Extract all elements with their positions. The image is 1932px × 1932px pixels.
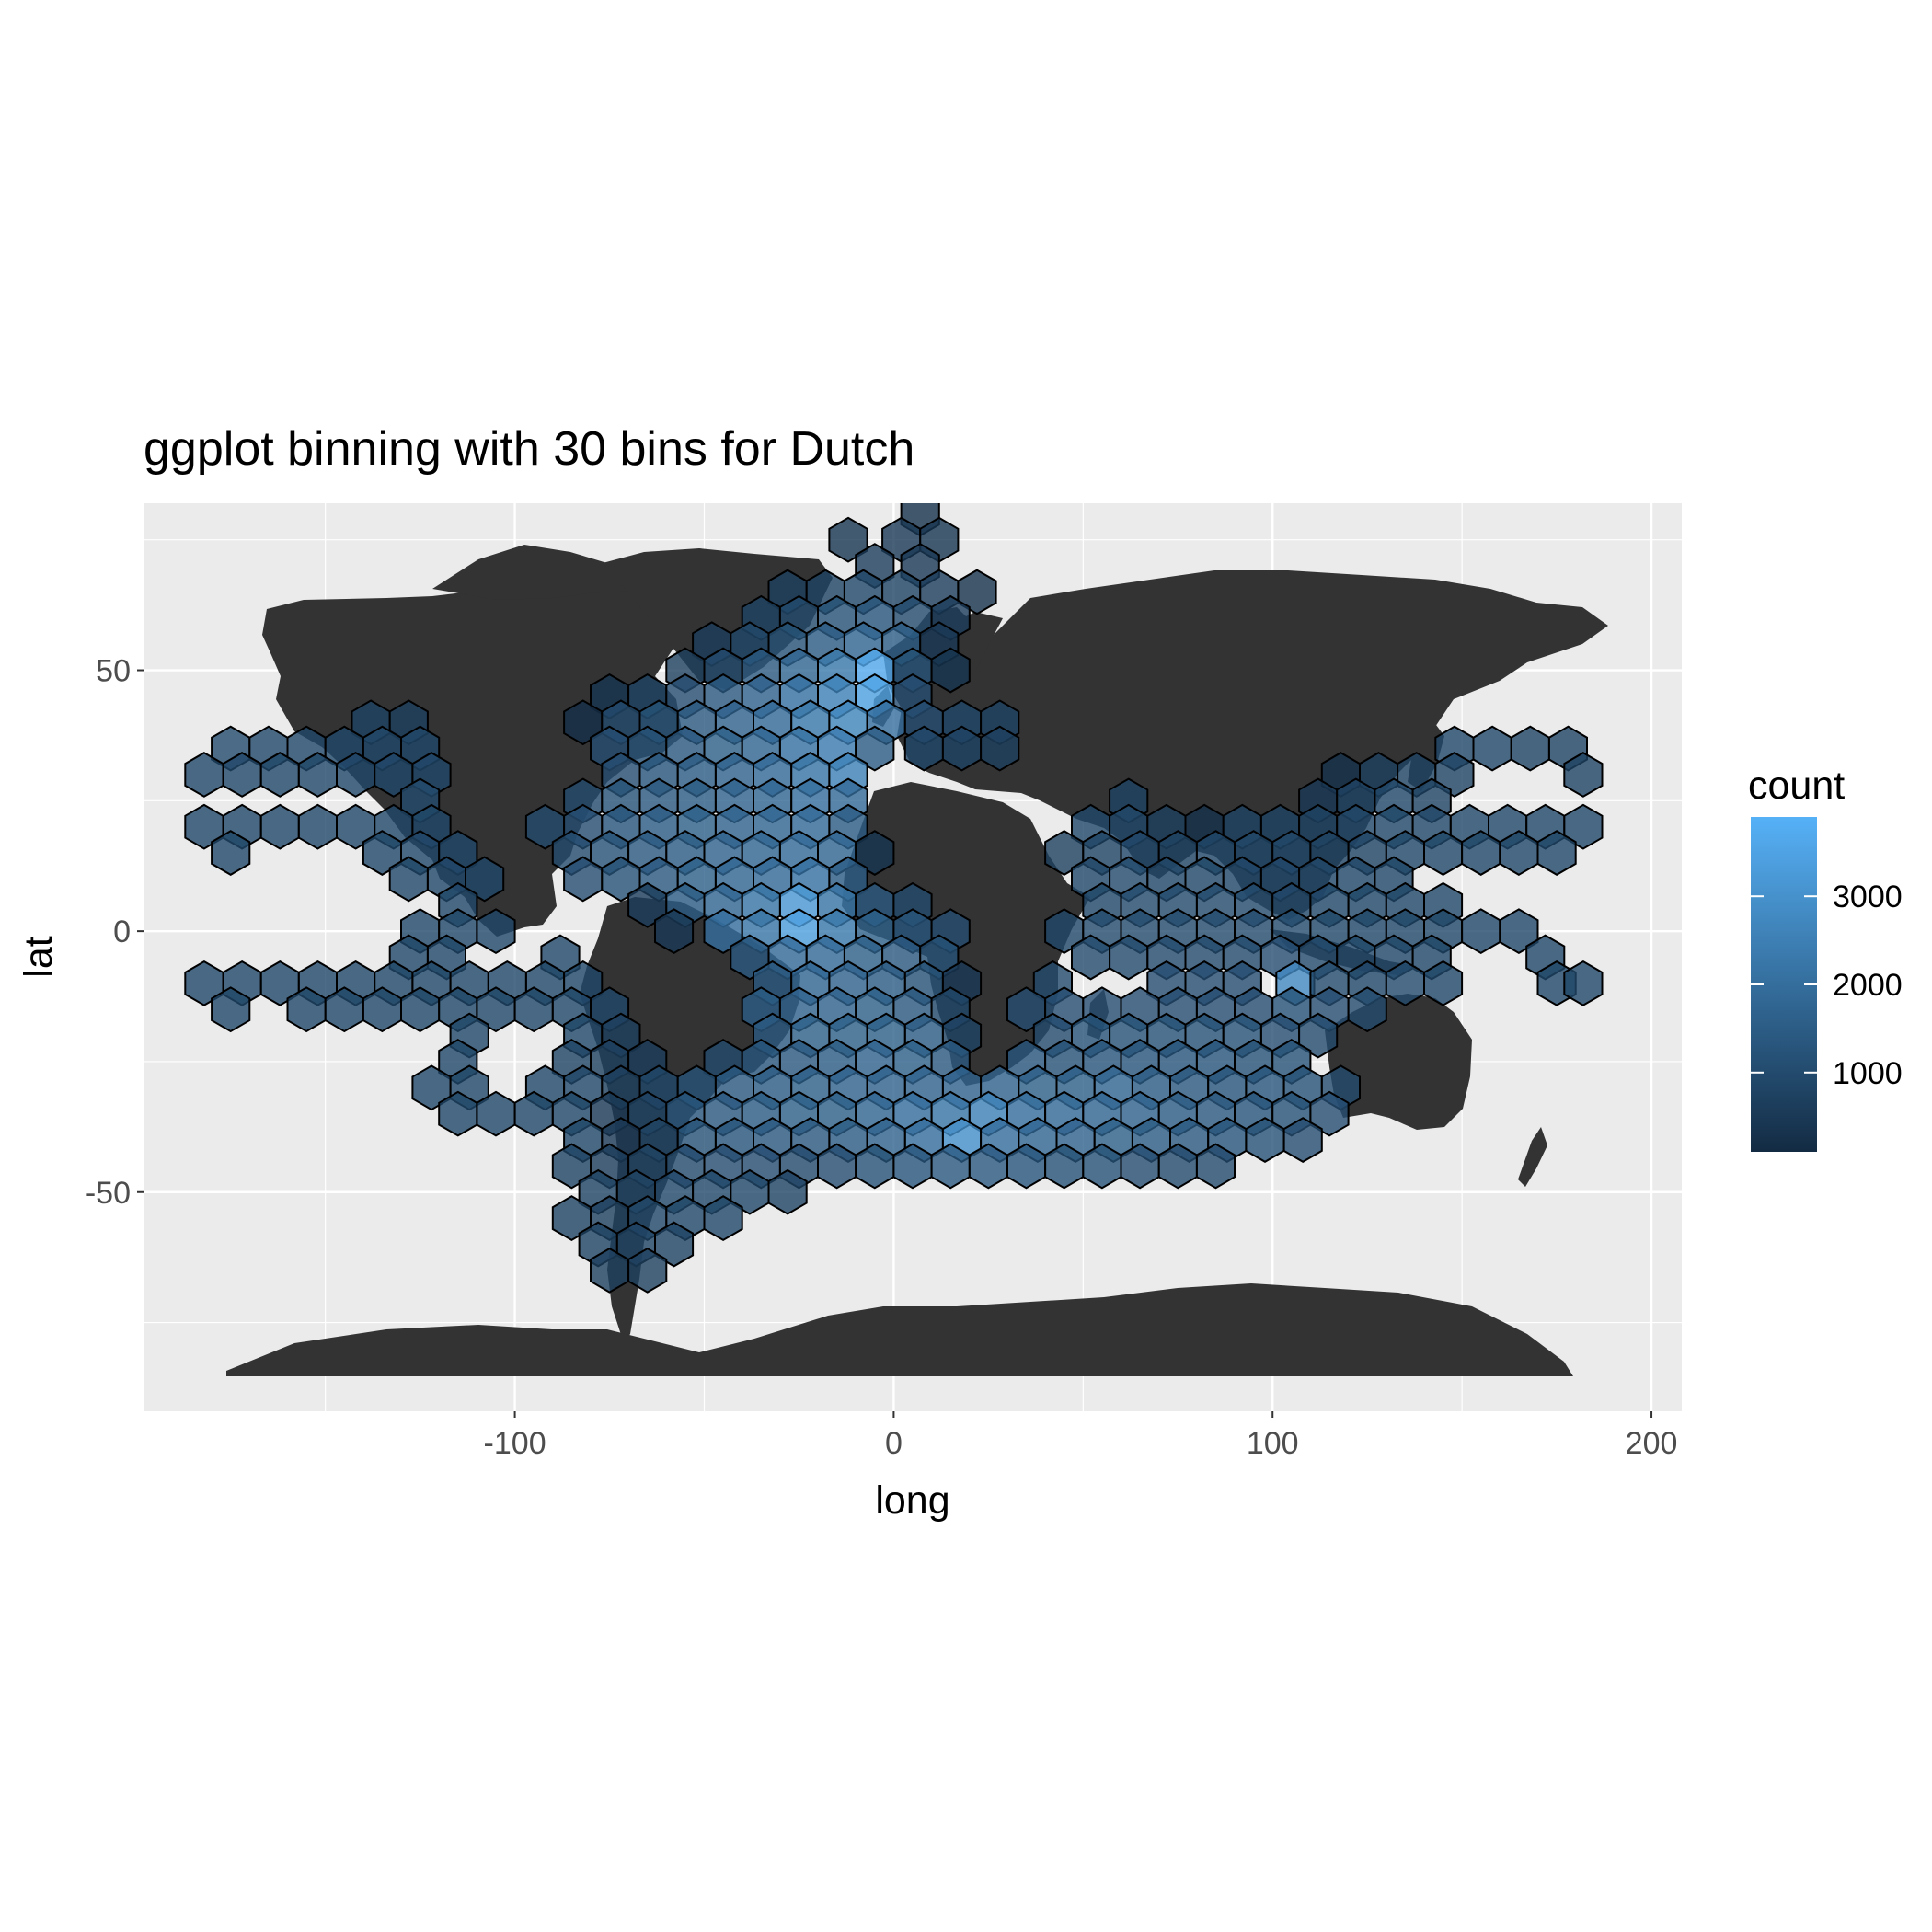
y-tick-label: 50 <box>96 654 131 689</box>
x-tick-label: 100 <box>1247 1426 1299 1461</box>
y-axis-title: lat <box>17 936 61 977</box>
y-tick-label: 0 <box>113 914 131 949</box>
x-axis-title: long <box>875 1478 949 1523</box>
x-axis: -100 0 100 200 <box>484 1411 1678 1461</box>
x-tick-label: -100 <box>484 1426 546 1461</box>
x-tick-label: 0 <box>885 1426 903 1461</box>
legend-title: count <box>1748 764 1845 808</box>
legend-break-label: 2000 <box>1833 968 1903 1003</box>
legend: count 1000 2000 3000 <box>1748 764 1903 1152</box>
y-axis: -50 0 50 <box>86 654 144 1211</box>
y-tick-label: -50 <box>86 1176 131 1211</box>
x-tick-label: 200 <box>1626 1426 1678 1461</box>
chart-title: ggplot binning with 30 bins for Dutch <box>144 422 914 476</box>
legend-break-label: 1000 <box>1833 1056 1903 1091</box>
legend-break-label: 3000 <box>1833 880 1903 914</box>
